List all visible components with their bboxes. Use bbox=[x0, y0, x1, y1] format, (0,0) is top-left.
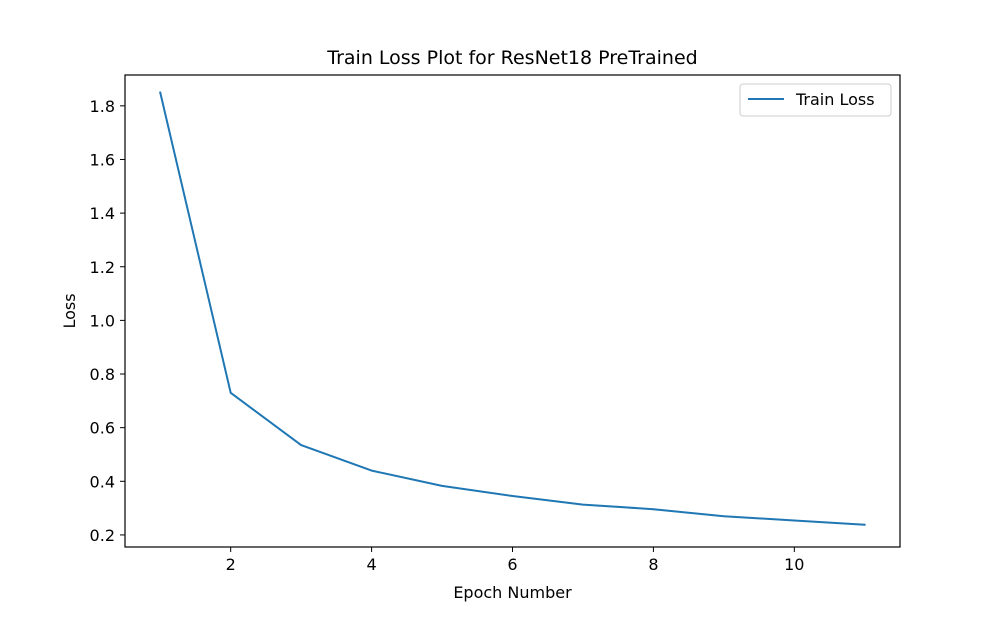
chart-title: Train Loss Plot for ResNet18 PreTrained bbox=[326, 47, 697, 69]
y-tick-label: 0.8 bbox=[90, 365, 115, 384]
x-tick-label: 6 bbox=[507, 555, 517, 574]
data-point bbox=[229, 391, 232, 394]
x-axis-label: Epoch Number bbox=[453, 583, 572, 602]
y-tick-label: 0.2 bbox=[90, 526, 115, 545]
data-point bbox=[793, 519, 796, 522]
data-point bbox=[441, 485, 443, 487]
y-axis-ticks: 0.2 0.4 0.6 0.8 1.0 1.2 1.4 1.6 1.8 bbox=[90, 97, 125, 545]
data-point bbox=[652, 508, 655, 510]
legend-box bbox=[739, 83, 892, 117]
y-tick-label: 0.6 bbox=[90, 419, 115, 438]
data-point bbox=[511, 495, 514, 497]
y-tick-label: 1.4 bbox=[90, 204, 115, 223]
y-tick-label: 1.8 bbox=[90, 97, 115, 116]
data-point bbox=[370, 469, 373, 472]
x-tick-label: 8 bbox=[648, 555, 658, 574]
y-tick-label: 1.0 bbox=[90, 311, 115, 330]
legend: Train Loss bbox=[739, 83, 892, 117]
y-tick-label: 0.4 bbox=[90, 472, 115, 491]
series-layer bbox=[159, 91, 866, 526]
x-tick-label: 2 bbox=[226, 555, 236, 574]
data-point bbox=[159, 91, 162, 94]
x-axis-ticks: 2 4 6 8 10 bbox=[226, 547, 804, 574]
data-point bbox=[723, 515, 725, 517]
x-tick-label: 10 bbox=[784, 555, 804, 574]
legend-label-train-loss: Train Loss bbox=[795, 90, 875, 109]
y-tick-label: 1.2 bbox=[90, 258, 115, 277]
x-tick-label: 4 bbox=[366, 555, 376, 574]
data-point bbox=[863, 523, 866, 526]
y-axis-label: Loss bbox=[60, 293, 79, 328]
data-point bbox=[300, 444, 302, 446]
y-tick-label: 1.6 bbox=[90, 150, 115, 169]
data-point bbox=[582, 503, 584, 506]
